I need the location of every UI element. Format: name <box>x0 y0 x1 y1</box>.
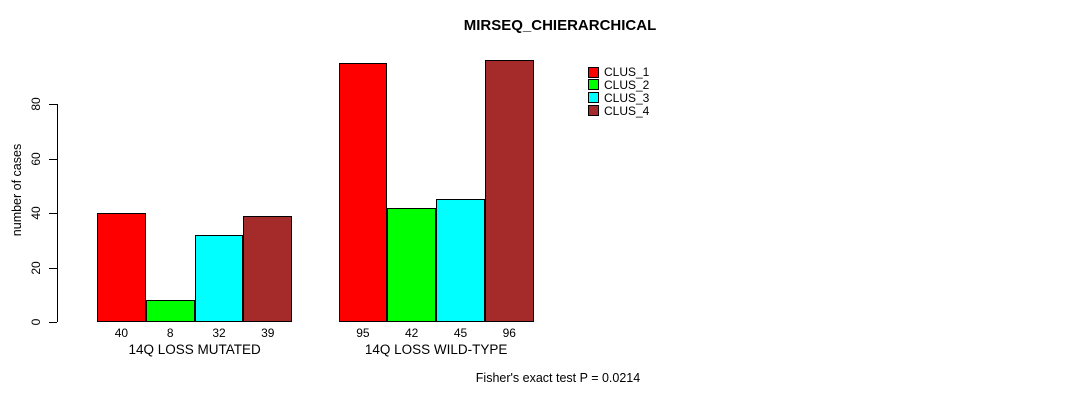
bar-clus_3-group2 <box>436 199 485 322</box>
bar-value-label: 96 <box>502 326 516 340</box>
legend-label: CLUS_1 <box>604 65 650 79</box>
bar-value-label: 39 <box>261 326 275 340</box>
x-category-label: 14Q LOSS MUTATED <box>128 342 261 357</box>
bar-value-label: 95 <box>356 326 370 340</box>
y-axis-label: number of cases <box>10 143 24 237</box>
y-tick-label: 80 <box>29 97 43 111</box>
bar-clus_2-group2 <box>387 207 437 322</box>
legend-label: CLUS_2 <box>604 77 650 92</box>
y-axis-line <box>57 104 58 322</box>
legend-label: CLUS_3 <box>604 90 650 105</box>
y-tick-label: 20 <box>29 260 43 275</box>
bar-clus_4-group1 <box>243 215 293 322</box>
chart-title: MIRSEQ_CHIERARCHICAL <box>463 17 657 34</box>
bar-clus_4-group2 <box>484 60 534 322</box>
legend-swatch-icon <box>588 66 599 78</box>
legend-item-clus_3: CLUS_3 <box>588 92 649 104</box>
y-tick-mark <box>49 213 57 214</box>
bar-value-label: 32 <box>212 326 226 340</box>
y-tick-mark <box>49 158 57 160</box>
y-tick-label: 0 <box>29 318 43 326</box>
bar-value-label: 42 <box>405 326 419 340</box>
x-category-label: 14Q LOSS WILD-TYPE <box>364 342 508 357</box>
legend-label: CLUS_4 <box>604 103 650 118</box>
y-tick-label: 40 <box>29 206 43 220</box>
bar-clus_1-group1 <box>97 213 146 322</box>
legend-swatch-icon <box>588 92 599 104</box>
legend-item-clus_2: CLUS_2 <box>588 79 649 91</box>
y-tick-mark <box>49 267 57 269</box>
pvalue-annotation: Fisher's exact test P = 0.0214 <box>475 371 641 385</box>
bar-clus_3-group1 <box>194 234 244 322</box>
y-tick-label: 60 <box>29 151 43 166</box>
bar-value-label: 40 <box>114 326 129 340</box>
bar-value-label: 45 <box>453 326 468 340</box>
y-tick-mark <box>49 104 57 105</box>
legend-item-clus_1: CLUS_1 <box>588 66 649 78</box>
legend-swatch-icon <box>588 79 599 91</box>
bar-value-label: 8 <box>166 326 174 340</box>
bar-clus_2-group1 <box>145 300 195 322</box>
legend-item-clus_4: CLUS_4 <box>588 105 649 117</box>
legend-swatch-icon <box>588 105 599 117</box>
y-tick-mark <box>49 322 57 323</box>
bar-clus_1-group2 <box>338 63 388 322</box>
